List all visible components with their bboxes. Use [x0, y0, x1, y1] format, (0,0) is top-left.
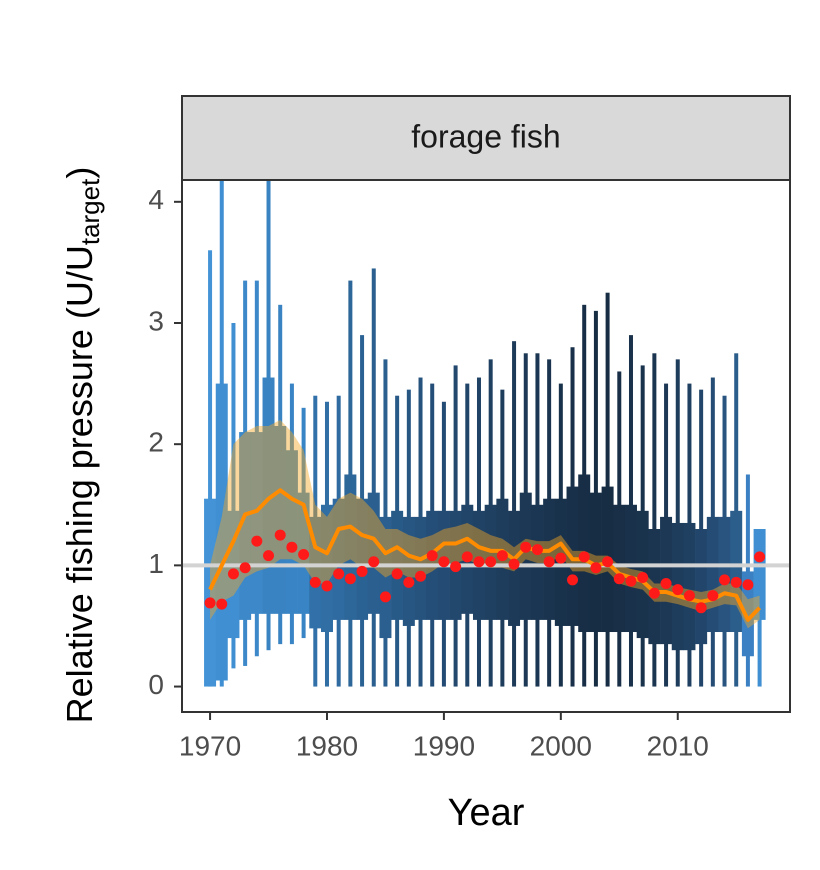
point — [485, 556, 497, 568]
iqr-bar — [531, 504, 544, 620]
iqr-bar — [344, 474, 357, 620]
iqr-bar — [519, 492, 532, 620]
whisker — [652, 353, 657, 687]
point — [298, 548, 310, 560]
point — [719, 574, 731, 586]
y-axis-title-main: Relative fishing pressure (U/U — [59, 245, 100, 723]
iqr-bar — [730, 510, 743, 633]
point — [438, 556, 450, 568]
whisker — [371, 268, 376, 687]
point — [707, 590, 719, 602]
y-axis-title-end: ) — [59, 167, 100, 179]
point — [496, 550, 508, 562]
iqr-bar — [741, 571, 754, 657]
iqr-bar — [695, 529, 708, 645]
x-tick-label: 2000 — [530, 730, 592, 761]
point — [567, 574, 579, 586]
iqr-bar — [613, 504, 626, 633]
point — [672, 584, 684, 596]
point — [286, 541, 298, 553]
point — [578, 551, 590, 563]
point — [321, 580, 333, 592]
point — [239, 562, 251, 574]
point — [227, 568, 239, 580]
iqr-bar — [204, 498, 217, 687]
iqr-bar — [239, 432, 252, 620]
point — [216, 598, 228, 610]
point — [415, 570, 427, 582]
point — [344, 573, 356, 585]
point — [730, 576, 742, 588]
iqr-bar — [402, 516, 415, 626]
point — [403, 576, 415, 588]
point — [648, 587, 660, 599]
point — [473, 556, 485, 568]
x-tick-label: 1990 — [413, 730, 475, 761]
iqr-bar — [414, 516, 427, 620]
point — [508, 558, 520, 570]
point — [356, 565, 368, 577]
y-tick-label: 2 — [148, 427, 164, 458]
panel-border — [181, 179, 791, 713]
point — [309, 576, 321, 588]
point — [263, 550, 275, 562]
y-axis-title-sub: target — [75, 178, 105, 245]
point — [520, 541, 532, 553]
y-tick-label: 4 — [148, 184, 164, 215]
point — [602, 556, 614, 568]
point — [461, 551, 473, 563]
point — [660, 578, 672, 590]
point — [613, 573, 625, 585]
point — [251, 535, 263, 547]
y-tick-label: 1 — [148, 548, 164, 579]
median-line — [208, 488, 762, 622]
whisker — [208, 250, 213, 687]
point — [625, 575, 637, 587]
iqr-bar — [367, 492, 380, 614]
point — [637, 571, 649, 583]
iqr-bar — [309, 516, 322, 629]
point — [391, 568, 403, 580]
y-axis-title: Relative fishing pressure (U/Utarget) — [59, 167, 105, 724]
point — [695, 602, 707, 614]
point — [543, 556, 555, 568]
strip-label: forage fish — [411, 118, 560, 154]
iqr-bar — [648, 529, 661, 645]
point — [379, 591, 391, 603]
x-tick-label: 1970 — [179, 730, 241, 761]
point — [204, 597, 216, 609]
iqr-bar — [320, 504, 333, 633]
point — [754, 551, 766, 563]
axes: 0 1 2 3 4 1970 1980 1990 2000 2010 — [148, 184, 708, 761]
point — [555, 552, 567, 564]
point — [274, 529, 286, 541]
point — [531, 544, 543, 556]
iqr-bar — [683, 522, 696, 651]
point — [590, 562, 602, 574]
iqr-bar — [753, 529, 766, 620]
y-tick-label: 0 — [148, 669, 164, 700]
x-axis-title: Year — [448, 792, 525, 834]
point — [683, 590, 695, 602]
iqr-bar — [356, 498, 369, 620]
point — [333, 568, 345, 580]
plot-area — [182, 180, 790, 687]
iqr-bar — [285, 450, 298, 614]
x-tick-label: 1980 — [296, 730, 358, 761]
iqr-bar — [706, 516, 719, 633]
strip — [181, 95, 791, 181]
iqr-bar — [624, 504, 637, 633]
y-tick-label: 3 — [148, 305, 164, 336]
x-tick-label: 2010 — [647, 730, 709, 761]
point — [742, 579, 754, 591]
point — [450, 561, 462, 573]
point — [368, 556, 380, 568]
whisker — [231, 322, 236, 669]
point — [426, 550, 438, 562]
iqr-bar — [250, 432, 263, 614]
